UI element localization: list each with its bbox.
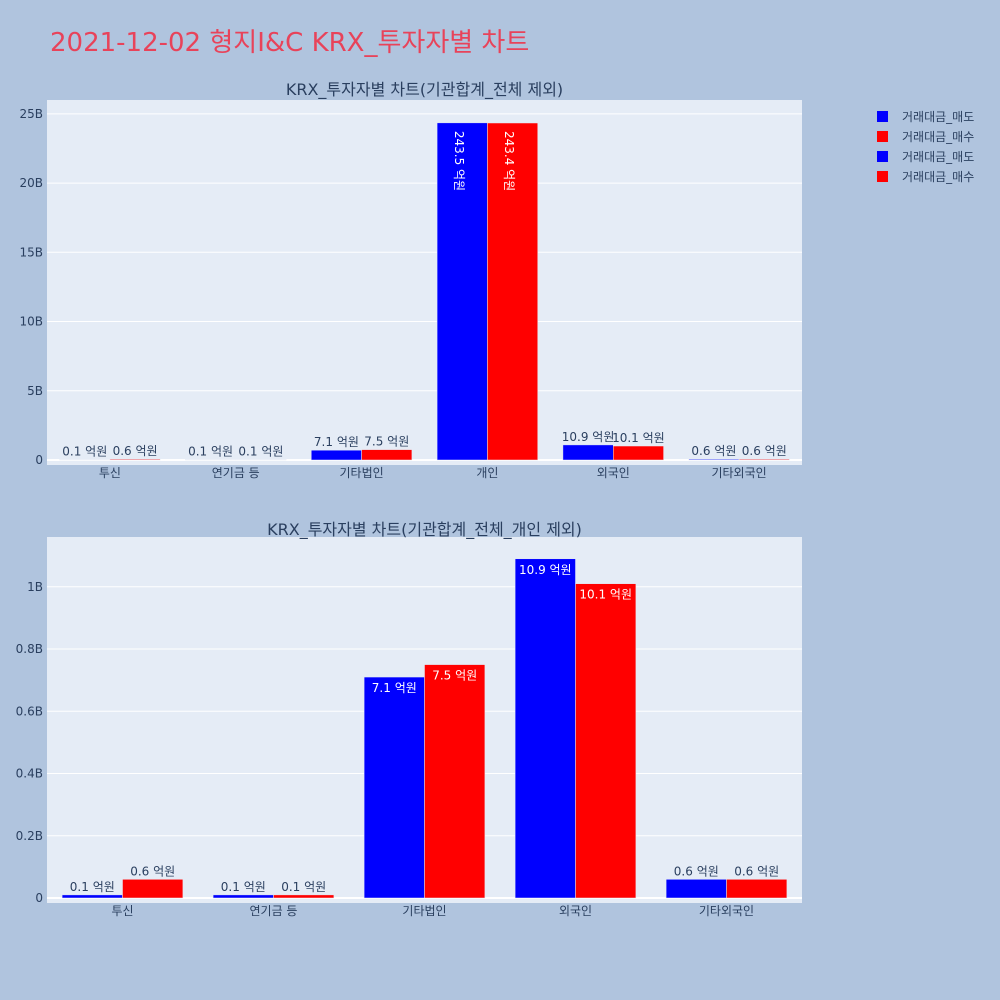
chart2-bar <box>514 558 576 899</box>
chart1-xtick-label: 기타법인 <box>339 466 383 480</box>
chart2-data-label: 0.1 억원 <box>281 880 326 894</box>
chart2-data-label: 0.1 억원 <box>70 880 115 894</box>
chart2-xtick-label: 연기금 등 <box>250 904 298 918</box>
chart1-ytick-label: 15B <box>19 245 43 259</box>
chart2-ytick-label: 0.2B <box>16 829 43 843</box>
chart1-xtick-label: 연기금 등 <box>212 466 260 480</box>
chart1-bar <box>688 458 740 461</box>
chart1-xtick-label: 개인 <box>476 466 498 480</box>
chart2-xtick-label: 외국인 <box>559 904 592 918</box>
chart1-data-label: 0.1 억원 <box>188 445 233 459</box>
chart2-ytick-label: 0 <box>35 891 43 905</box>
chart2-bar <box>575 583 637 899</box>
chart2-bar <box>61 894 123 899</box>
chart1-title: KRX_투자자별 차트(기관합계_전체 제외) <box>286 80 563 100</box>
chart1-plot-area <box>47 100 802 465</box>
chart1-data-label: 0.6 억원 <box>113 444 158 458</box>
chart1-bar <box>562 444 614 461</box>
chart1-bar <box>235 459 287 461</box>
legend-swatch <box>877 151 888 162</box>
chart1-data-label: 243.4 억원 <box>502 131 516 191</box>
chart2-bar <box>273 894 335 899</box>
chart2-data-label: 0.6 억원 <box>674 864 719 878</box>
chart2-bar <box>363 676 425 899</box>
chart2-xtick-label: 기타외국인 <box>699 904 754 918</box>
chart2-bar <box>212 894 274 899</box>
chart2-ytick-label: 1B <box>27 580 43 594</box>
chart1-data-label: 7.1 억원 <box>314 435 359 449</box>
chart2-ytick-label: 0.8B <box>16 642 43 656</box>
chart2-xtick-label: 투신 <box>111 904 133 918</box>
chart2-title: KRX_투자자별 차트(기관합계_전체_개인 제외) <box>267 520 582 540</box>
chart1-data-label: 0.6 억원 <box>691 444 736 458</box>
chart1-bar <box>185 459 237 461</box>
chart1-ytick-label: 20B <box>19 176 43 190</box>
chart1-data-label: 0.1 억원 <box>238 445 283 459</box>
chart2-data-label: 10.9 억원 <box>519 563 572 577</box>
chart1-bar <box>361 449 413 461</box>
legend-swatch <box>877 131 888 142</box>
chart2-data-label: 0.1 억원 <box>221 880 266 894</box>
chart2-bar <box>122 879 184 899</box>
chart2-data-label: 7.1 억원 <box>372 681 417 695</box>
chart1-xtick-label: 기타외국인 <box>711 466 766 480</box>
legend-swatch <box>877 111 888 122</box>
chart2-ytick-label: 0.4B <box>16 767 43 781</box>
chart1-bar <box>613 445 664 461</box>
chart1-bar <box>487 122 538 461</box>
chart1-data-label: 0.6 억원 <box>742 444 787 458</box>
chart1-data-label: 243.5 억원 <box>452 131 466 191</box>
legend-label: 거래대금_매도 <box>902 150 974 164</box>
chart1-xtick-label: 외국인 <box>597 466 630 480</box>
chart2-bar <box>665 879 727 899</box>
chart1-ytick-label: 10B <box>19 315 43 329</box>
chart1-data-label: 10.1 억원 <box>612 431 665 445</box>
chart2-data-label: 10.1 억원 <box>579 588 632 602</box>
legend-label: 거래대금_매도 <box>902 110 974 124</box>
chart1-bar <box>109 458 161 461</box>
chart2-data-label: 7.5 억원 <box>432 669 477 683</box>
chart2-xtick-label: 기타법인 <box>402 904 446 918</box>
chart1-ytick-label: 5B <box>27 384 43 398</box>
chart2-bar <box>726 879 788 899</box>
chart2-data-label: 0.6 억원 <box>734 864 779 878</box>
chart1-ytick-label: 25B <box>19 107 43 121</box>
chart2-data-label: 0.6 억원 <box>130 864 175 878</box>
chart1-xtick-label: 투신 <box>99 466 121 480</box>
page-title: 2021-12-02 형지I&C KRX_투자자별 차트 <box>50 28 530 58</box>
chart1-bar <box>59 459 111 461</box>
legend-label: 거래대금_매수 <box>902 130 974 144</box>
legend-swatch <box>877 171 888 182</box>
chart1-data-label: 7.5 억원 <box>364 435 409 449</box>
chart1-data-label: 0.1 억원 <box>62 445 107 459</box>
legend-label: 거래대금_매수 <box>902 170 974 184</box>
chart1-ytick-label: 0 <box>35 453 43 467</box>
chart1-bar <box>738 458 790 461</box>
chart1-data-label: 10.9 억원 <box>562 430 615 444</box>
chart1-bar <box>311 449 362 461</box>
chart2-bar <box>424 664 486 899</box>
chart2-ytick-label: 0.6B <box>16 704 43 718</box>
